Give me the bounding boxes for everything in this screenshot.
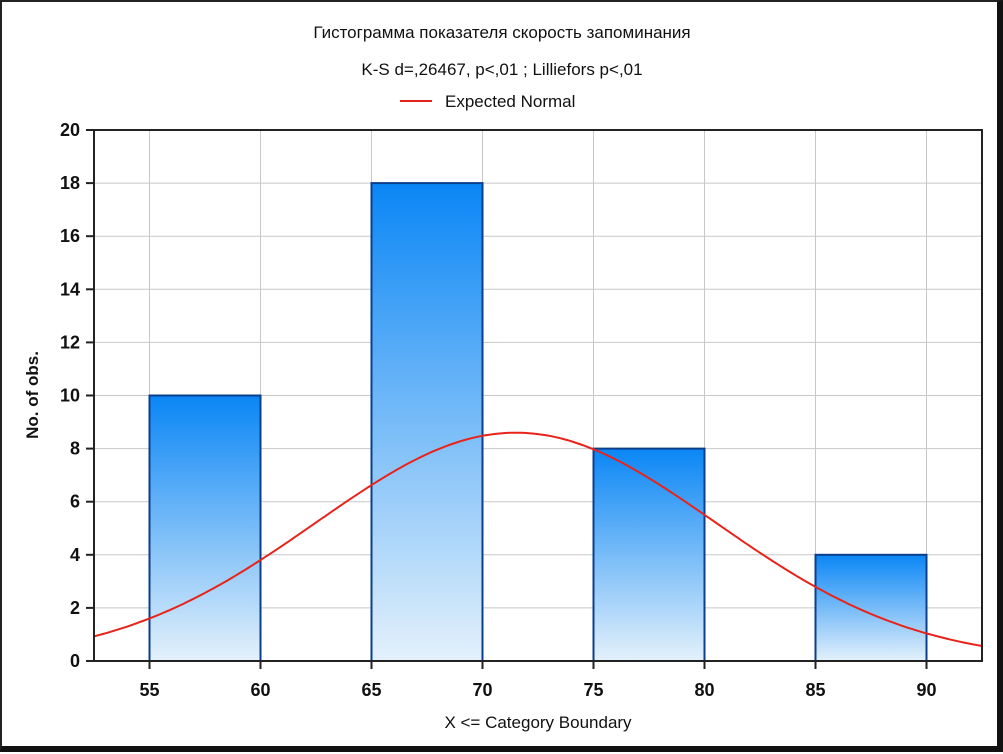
chart-subtitle: K-S d=,26467, p<,01 ; Lilliefors p<,01 [361, 60, 642, 79]
legend-label: Expected Normal [445, 92, 575, 111]
legend: Expected Normal [400, 92, 575, 111]
y-tick-label: 14 [60, 279, 80, 299]
y-tick-label: 2 [70, 598, 80, 618]
y-tick-label: 12 [60, 332, 80, 352]
x-tick-label: 75 [583, 680, 603, 700]
x-tick-label: 90 [916, 680, 936, 700]
y-tick-label: 16 [60, 226, 80, 246]
x-tick-label: 85 [805, 680, 825, 700]
x-axis-label: X <= Category Boundary [444, 713, 632, 732]
y-tick-label: 0 [70, 651, 80, 671]
y-tick-label: 8 [70, 439, 80, 459]
x-tick-label: 80 [694, 680, 714, 700]
y-tick-label: 18 [60, 173, 80, 193]
expected-normal-line [93, 431, 983, 647]
bar [592, 447, 706, 662]
bars [148, 182, 928, 662]
y-axis-label: No. of obs. [23, 351, 42, 439]
y-tick-label: 4 [70, 545, 80, 565]
bar [814, 553, 928, 662]
x-tick-label: 70 [472, 680, 492, 700]
bar [148, 394, 262, 662]
y-tick-label: 20 [60, 120, 80, 140]
chart-title: Гистограмма показателя скорость запомина… [313, 23, 690, 42]
x-tick-label: 60 [250, 680, 270, 700]
bar [370, 182, 484, 662]
y-tick-label: 6 [70, 492, 80, 512]
y-axis: 0 2 4 6 8 10 12 14 16 18 20 [60, 120, 94, 671]
expected-normal-curve [93, 431, 983, 647]
x-tick-label: 55 [139, 680, 159, 700]
y-tick-label: 10 [60, 386, 80, 406]
x-axis: 55 60 65 70 75 80 85 90 [139, 661, 937, 700]
x-tick-label: 65 [361, 680, 381, 700]
